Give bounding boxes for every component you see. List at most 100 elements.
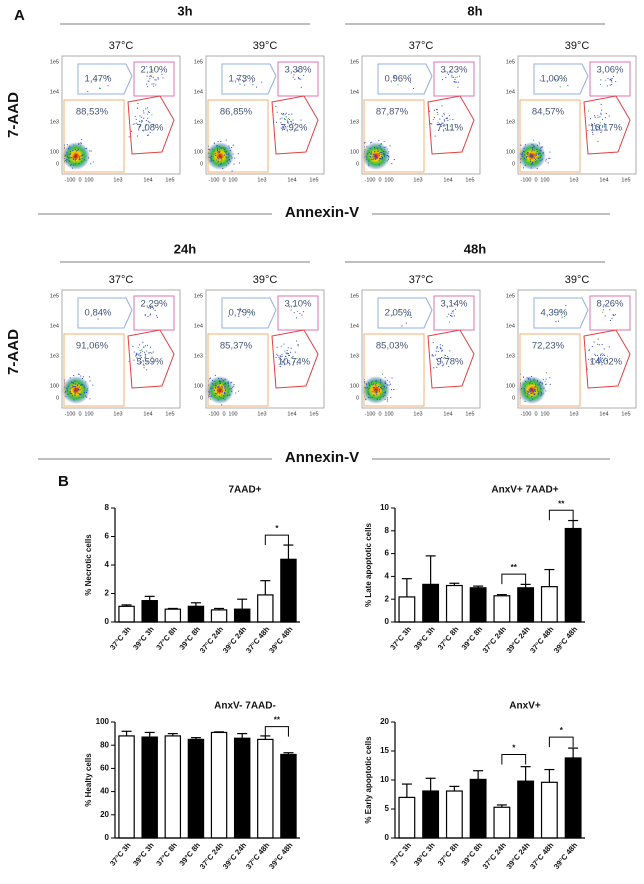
dot — [255, 86, 257, 88]
dot — [602, 357, 604, 359]
dot — [374, 148, 376, 150]
dot — [140, 356, 142, 358]
dot — [284, 124, 286, 126]
dot — [151, 352, 153, 354]
dot — [369, 147, 371, 149]
dot — [557, 78, 559, 80]
dot — [152, 69, 154, 71]
dot — [221, 386, 223, 388]
dot — [283, 126, 285, 128]
x-tick-label: 39°C 48h — [267, 624, 295, 654]
dot — [539, 79, 541, 81]
dot — [140, 122, 142, 124]
dot — [243, 81, 245, 83]
dot — [597, 359, 599, 361]
dot — [144, 359, 146, 361]
dot — [599, 128, 601, 130]
y-axis-label: % Early apoptotic cells — [364, 736, 373, 824]
dot — [76, 389, 78, 391]
dot — [532, 388, 534, 390]
dot — [541, 383, 543, 385]
dot — [103, 313, 105, 315]
dot — [281, 355, 283, 357]
dot — [146, 124, 148, 126]
dot — [437, 129, 439, 131]
dot — [146, 134, 148, 136]
dot — [539, 149, 541, 151]
y-tick-label: 1e5 — [350, 59, 359, 65]
dot — [212, 159, 214, 161]
dot — [285, 126, 287, 128]
dot — [388, 384, 390, 386]
dot — [224, 385, 226, 387]
dot — [144, 356, 146, 358]
dot — [74, 393, 76, 395]
y-tick-label: 1e3 — [506, 353, 515, 359]
dot — [287, 122, 289, 124]
dot — [394, 75, 396, 77]
dot — [456, 76, 458, 78]
dot — [296, 317, 298, 319]
dot — [443, 120, 445, 122]
dot — [524, 390, 526, 392]
dot — [449, 321, 451, 323]
dot — [364, 141, 366, 143]
dot — [532, 144, 534, 146]
x-tick-label: 1e4 — [143, 177, 152, 183]
dot — [615, 81, 617, 83]
dot — [600, 358, 602, 360]
dot — [441, 122, 443, 124]
dot — [67, 390, 69, 392]
dot — [225, 150, 227, 152]
dot — [549, 383, 551, 385]
dot — [436, 347, 438, 349]
dot — [376, 157, 378, 159]
bar — [187, 738, 205, 839]
gate-percent: 7,92% — [281, 123, 308, 134]
x-tick-label: -100 — [208, 411, 219, 417]
dot — [143, 112, 145, 114]
dot — [376, 394, 378, 396]
dot — [533, 144, 535, 146]
gate-percent: 3,14% — [441, 299, 468, 310]
bar — [517, 780, 535, 839]
dot — [216, 145, 218, 147]
dot — [442, 364, 444, 366]
dot — [450, 301, 452, 303]
dot — [135, 354, 137, 356]
dot — [534, 161, 536, 163]
dot — [211, 395, 213, 397]
dot — [284, 355, 286, 357]
dot — [75, 162, 77, 164]
dot — [78, 163, 80, 165]
dot — [383, 392, 385, 394]
dot — [604, 117, 606, 119]
dot — [543, 387, 545, 389]
y-tick-label: 2 — [385, 594, 390, 603]
dot — [148, 80, 150, 82]
dot — [437, 364, 439, 366]
dot — [153, 123, 155, 125]
dot — [603, 304, 605, 306]
dot — [221, 394, 223, 396]
dot — [74, 157, 76, 159]
dot — [602, 126, 604, 128]
dot — [375, 385, 377, 387]
x-tick-label: 39°C 3h — [131, 624, 156, 651]
dot — [73, 164, 75, 166]
dot — [433, 367, 435, 369]
dot — [391, 377, 393, 379]
y-tick-label: 100 — [50, 383, 59, 389]
dot — [530, 375, 532, 377]
dot — [215, 153, 217, 155]
dot — [89, 150, 91, 152]
dot — [370, 153, 372, 155]
dot — [285, 356, 287, 358]
dot — [457, 86, 459, 88]
dot — [147, 111, 149, 113]
dot — [388, 151, 390, 153]
dot — [221, 159, 223, 161]
condition-label: 37°C — [109, 40, 134, 52]
dot — [387, 156, 389, 158]
dot — [369, 384, 371, 386]
